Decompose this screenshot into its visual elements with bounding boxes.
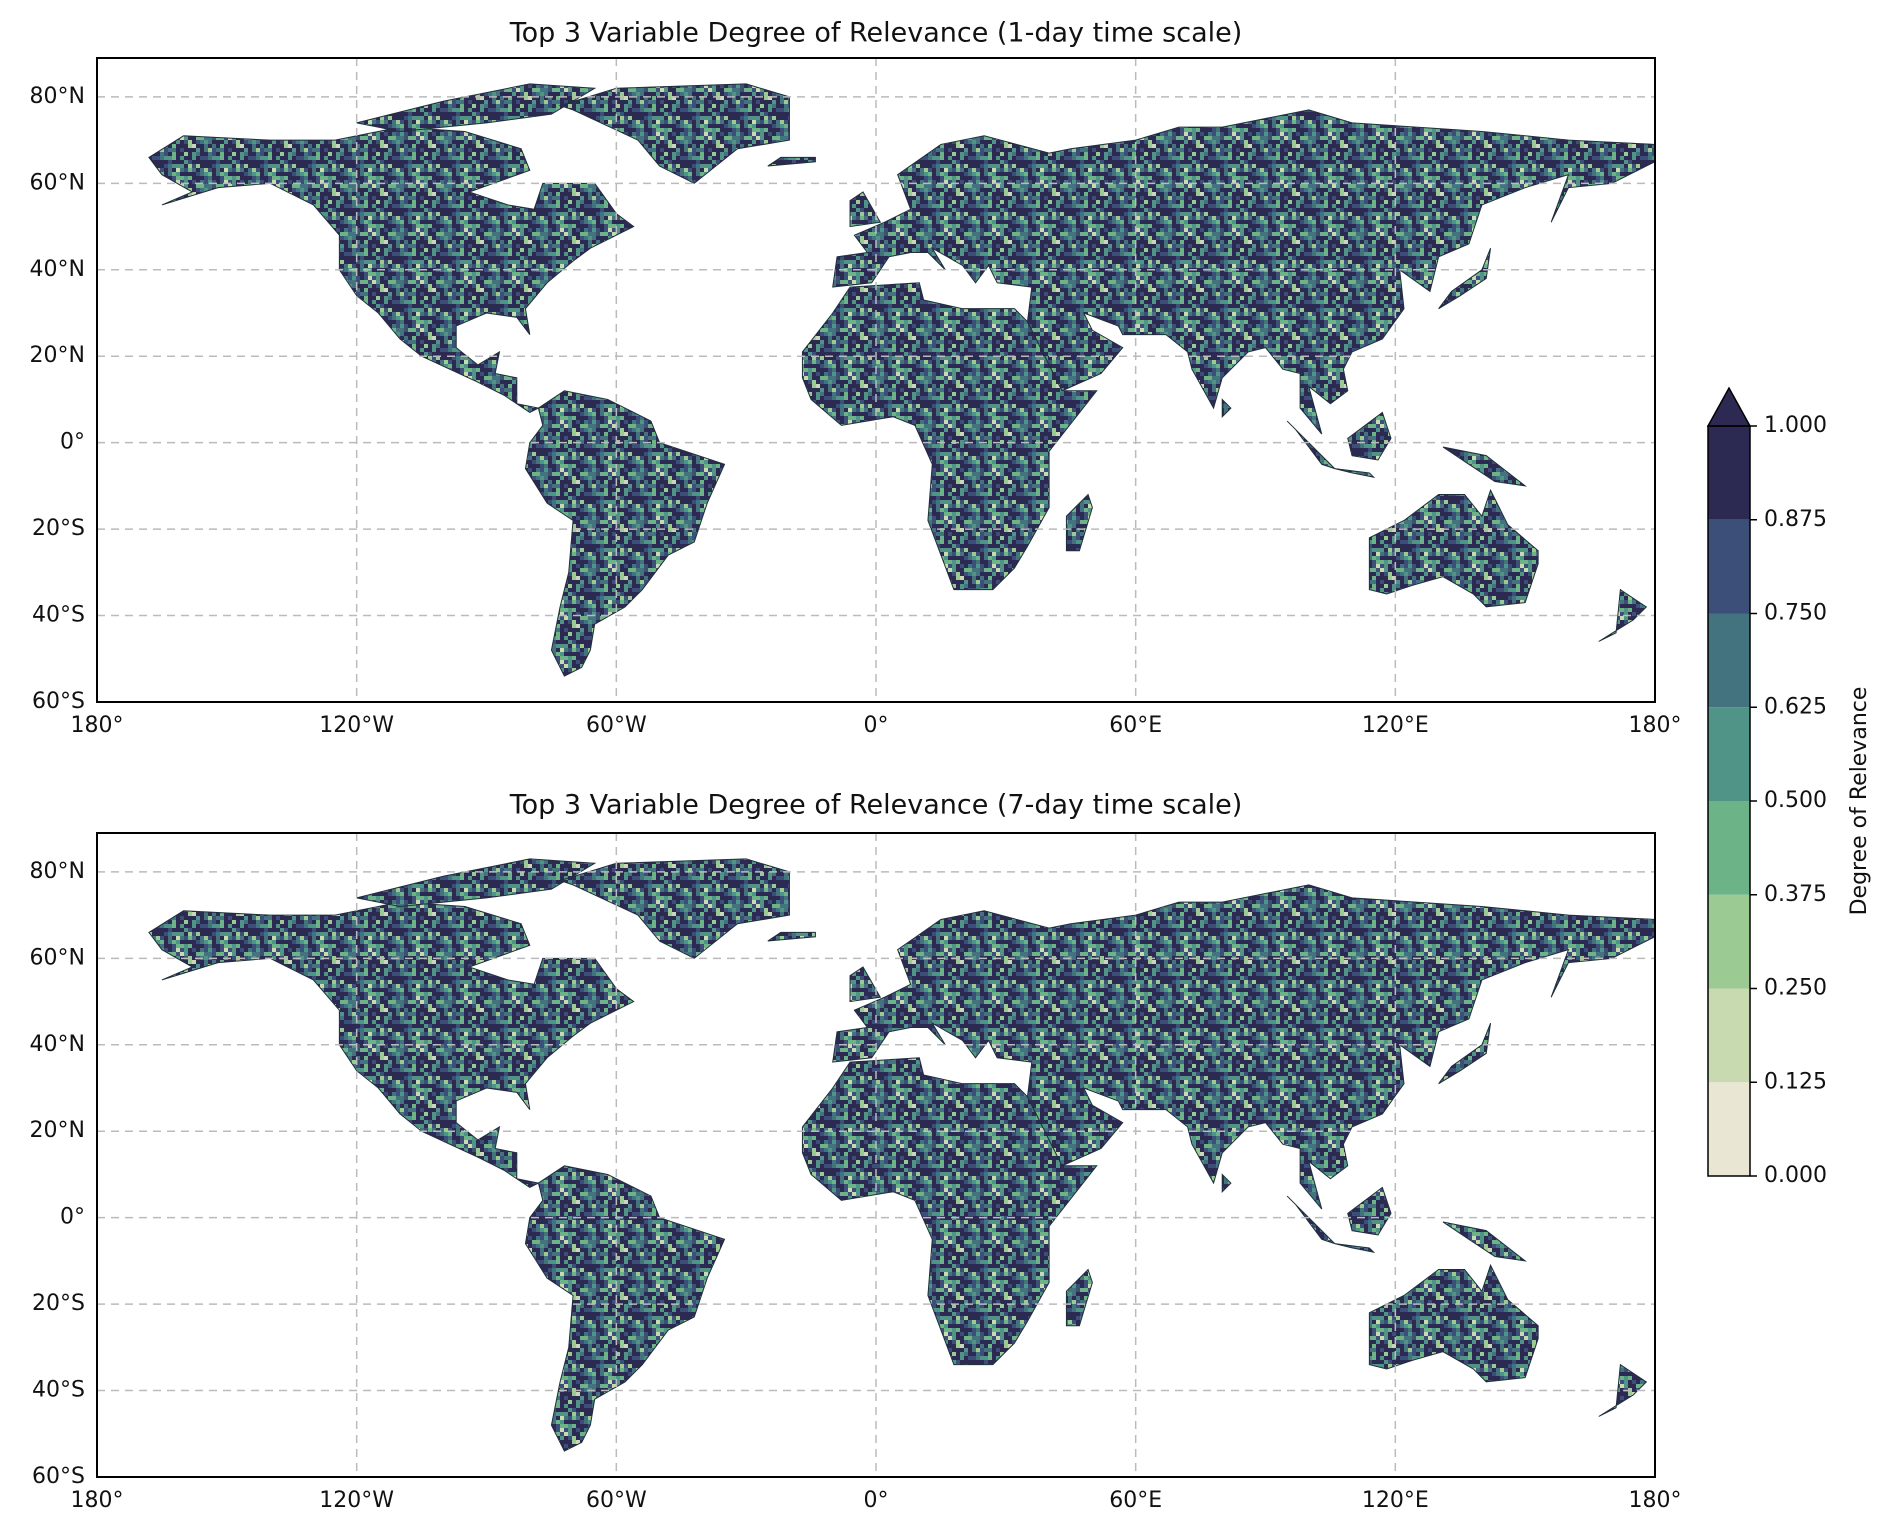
land xyxy=(558,858,790,959)
land xyxy=(558,83,790,184)
y-tick-label: 20°N xyxy=(30,1118,85,1143)
land xyxy=(767,931,816,942)
x-tick-label: 180° xyxy=(71,713,124,738)
land xyxy=(1334,1243,1376,1254)
colorbar-segment xyxy=(1708,801,1750,895)
colorbar-tick-label: 0.750 xyxy=(1764,601,1827,626)
y-tick-label: 0° xyxy=(60,430,85,455)
x-tick-label: 120°W xyxy=(319,713,394,738)
y-tick-label: 40°S xyxy=(32,1378,85,1403)
x-tick-label: 120°W xyxy=(319,1488,394,1513)
y-tick-label: 60°N xyxy=(30,170,85,195)
map-frame xyxy=(96,832,1656,1478)
land xyxy=(1598,588,1648,642)
y-tick-label: 40°N xyxy=(30,257,85,282)
land xyxy=(356,858,597,907)
x-tick-label: 180° xyxy=(1629,713,1682,738)
colorbar-tick-label: 0.625 xyxy=(1764,694,1827,719)
colorbar-tick-label: 0.375 xyxy=(1764,882,1827,907)
land xyxy=(1598,1363,1648,1417)
land xyxy=(1286,420,1336,470)
colorbar-tick-label: 0.000 xyxy=(1764,1163,1827,1188)
colorbar-segment xyxy=(1708,988,1750,1083)
land xyxy=(849,966,882,1003)
colorbar-segment xyxy=(1708,894,1750,989)
land xyxy=(1442,446,1527,487)
colorbar-segment xyxy=(1708,613,1750,708)
x-tick-label: 60°W xyxy=(586,1488,647,1513)
y-tick-label: 40°N xyxy=(30,1032,85,1057)
colorbar-tick-label: 0.875 xyxy=(1764,507,1827,532)
x-tick-label: 180° xyxy=(1629,1488,1682,1513)
x-tick-label: 60°W xyxy=(586,713,647,738)
land xyxy=(1221,1173,1232,1193)
x-tick-label: 0° xyxy=(864,1488,889,1513)
y-tick-label: 20°S xyxy=(32,1291,85,1316)
y-tick-label: 0° xyxy=(60,1205,85,1230)
colorbar-tick-label: 1.000 xyxy=(1764,413,1827,438)
y-tick-label: 60°S xyxy=(32,689,85,714)
land xyxy=(1442,1221,1527,1262)
land xyxy=(1368,488,1539,608)
x-tick-label: 0° xyxy=(864,713,889,738)
colorbar-segment xyxy=(1708,1082,1750,1176)
colorbar-segment xyxy=(1708,519,1750,614)
map xyxy=(148,858,1655,1452)
y-tick-label: 20°N xyxy=(30,343,85,368)
land xyxy=(767,156,816,167)
land xyxy=(1065,493,1093,552)
y-tick-label: 40°S xyxy=(32,603,85,628)
land xyxy=(524,1165,726,1452)
y-tick-label: 20°S xyxy=(32,516,85,541)
x-tick-label: 120°E xyxy=(1362,713,1429,738)
x-tick-label: 180° xyxy=(71,1488,124,1513)
y-tick-label: 60°N xyxy=(30,945,85,970)
land xyxy=(1438,247,1492,310)
colorbar-tick-label: 0.125 xyxy=(1764,1069,1827,1094)
land xyxy=(1286,1195,1336,1245)
land xyxy=(1221,398,1232,418)
land xyxy=(849,191,882,228)
colorbar-segment xyxy=(1708,426,1750,520)
y-tick-label: 80°N xyxy=(30,84,85,109)
x-tick-label: 120°E xyxy=(1362,1488,1429,1513)
x-tick-label: 60°E xyxy=(1109,1488,1162,1513)
land xyxy=(1347,411,1392,461)
panel-title: Top 3 Variable Degree of Relevance (7-da… xyxy=(509,790,1243,821)
colorbar-extension xyxy=(1706,386,1752,427)
land xyxy=(1334,468,1376,479)
land xyxy=(832,884,1655,1210)
land xyxy=(1065,1268,1093,1327)
map xyxy=(148,83,1655,677)
y-tick-label: 80°N xyxy=(30,859,85,884)
land xyxy=(524,390,726,677)
colorbar-tick-label: 0.250 xyxy=(1764,976,1827,1001)
land xyxy=(1368,1263,1539,1383)
land xyxy=(356,83,597,132)
land xyxy=(1347,1186,1392,1236)
colorbar-tick-label: 0.500 xyxy=(1764,788,1827,813)
panel-title: Top 3 Variable Degree of Relevance (1-da… xyxy=(509,18,1243,49)
map-frame xyxy=(96,57,1656,703)
colorbar-segment xyxy=(1708,707,1750,801)
land xyxy=(1438,1022,1492,1085)
x-tick-label: 60°E xyxy=(1109,713,1162,738)
land xyxy=(832,109,1655,435)
colorbar-label: Degree of Relevance xyxy=(1847,687,1872,916)
y-tick-label: 60°S xyxy=(32,1464,85,1489)
